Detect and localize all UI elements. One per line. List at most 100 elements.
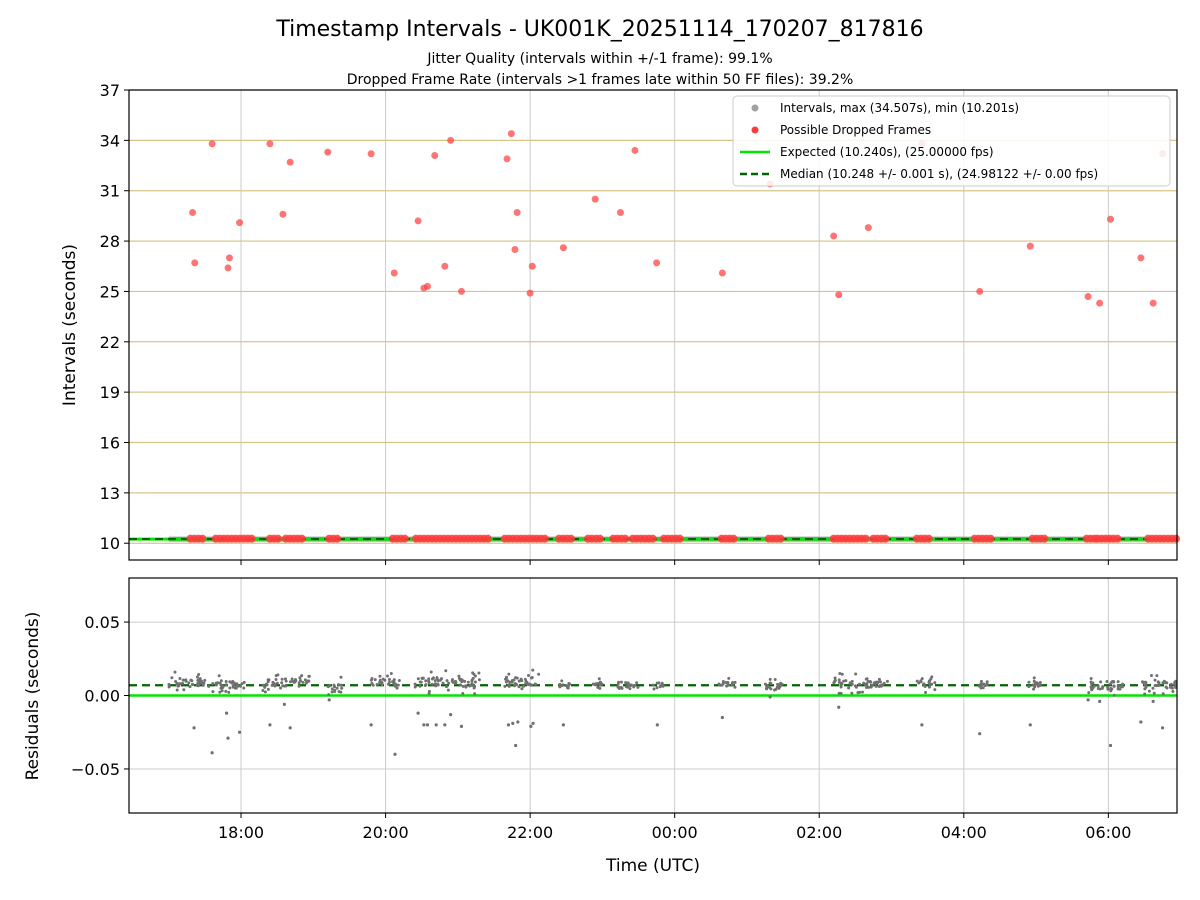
residual-point (433, 682, 437, 686)
residual-point (869, 685, 873, 689)
residual-point (651, 683, 655, 687)
dropped-frame-point (1107, 215, 1115, 223)
dropped-frame-point (390, 269, 398, 277)
residual-point (516, 720, 520, 724)
residual-point (263, 690, 267, 694)
residual-point (927, 681, 931, 685)
residual-point (392, 678, 396, 682)
residual-point (832, 680, 836, 684)
residual-point (392, 681, 396, 685)
residual-point (930, 682, 934, 686)
residual-point (776, 682, 780, 686)
residual-point (858, 682, 862, 686)
residual-point (655, 681, 659, 685)
residual-point (520, 687, 524, 691)
residual-point (261, 683, 265, 687)
intervals-y-tick-label: 25 (100, 282, 120, 301)
residual-point (211, 682, 215, 686)
dropped-frame-point (1040, 534, 1049, 543)
residual-point (224, 689, 228, 693)
residual-point (197, 673, 201, 677)
residual-point (517, 679, 521, 683)
residual-point (273, 683, 277, 687)
residual-point (435, 676, 439, 680)
residual-point (774, 687, 778, 691)
residual-point (378, 674, 382, 678)
residual-point (300, 674, 304, 678)
residual-point (658, 685, 662, 689)
residual-point (1112, 684, 1116, 688)
residual-point (522, 684, 526, 688)
dropped-frame-point (718, 269, 726, 277)
residual-point (303, 678, 307, 682)
dropped-frame-point (423, 282, 431, 290)
residual-point (370, 682, 374, 686)
residual-point (198, 680, 202, 684)
intervals-y-tick-label: 34 (100, 131, 120, 150)
residual-point (387, 677, 391, 681)
residual-point (865, 685, 869, 689)
legend-dropped-marker (751, 126, 759, 134)
residual-point (1155, 674, 1159, 678)
residual-point (237, 730, 242, 734)
residual-point (1108, 743, 1113, 748)
residual-point (192, 726, 196, 730)
dropped-frame-point (648, 534, 657, 543)
residual-point (211, 690, 215, 694)
dropped-frame-point (189, 209, 197, 217)
residual-point (419, 680, 423, 684)
residual-point (721, 680, 725, 684)
residual-point (529, 724, 533, 728)
dropped-frame-point (273, 534, 282, 543)
residual-point (413, 685, 417, 689)
residual-point (856, 691, 860, 695)
residual-point (534, 683, 538, 687)
residual-point (869, 680, 873, 684)
residuals-y-tick-label: 0.00 (84, 687, 120, 706)
residual-point (463, 679, 467, 683)
dropped-frame-point (400, 534, 409, 543)
residuals-y-tick-label: 0.05 (84, 613, 120, 632)
residual-point (328, 684, 332, 688)
residuals-y-axis-label: Residuals (seconds) (23, 612, 43, 781)
residual-point (1121, 682, 1125, 686)
residual-point (170, 676, 174, 680)
dropped-frame-point (835, 291, 843, 299)
residual-point (1170, 686, 1174, 690)
legend-box (732, 95, 1171, 187)
residual-point (449, 712, 453, 717)
residual-point (617, 680, 621, 684)
residual-point (242, 680, 246, 684)
intervals-y-tick-label: 10 (100, 534, 120, 553)
residual-point (526, 673, 530, 677)
residual-point (389, 671, 393, 675)
residual-point (235, 682, 239, 686)
residual-point (1108, 682, 1112, 686)
residual-point (519, 677, 523, 681)
residual-point (632, 685, 636, 689)
residual-point (1139, 720, 1143, 724)
residual-point (530, 676, 534, 680)
dropped-frame-point (559, 244, 567, 252)
legend: Intervals, max (34.507s), min (10.201s) … (732, 95, 1171, 187)
residual-point (280, 681, 284, 685)
dropped-frame-point (1137, 254, 1145, 262)
residual-point (466, 680, 470, 684)
residual-point (652, 687, 656, 691)
residual-point (1105, 679, 1109, 683)
residual-point (283, 677, 287, 681)
residual-point (567, 681, 571, 685)
residual-point (619, 680, 623, 684)
residual-point (221, 684, 225, 688)
residual-point (429, 670, 433, 674)
residual-point (1151, 699, 1155, 703)
residual-point (381, 677, 385, 681)
residual-point (780, 682, 784, 686)
residual-point (267, 678, 271, 682)
residual-point (298, 676, 302, 680)
residual-point (598, 686, 602, 690)
residual-point (181, 678, 185, 682)
residual-point (1116, 687, 1120, 691)
residual-point (307, 679, 311, 683)
residual-point (167, 683, 171, 687)
